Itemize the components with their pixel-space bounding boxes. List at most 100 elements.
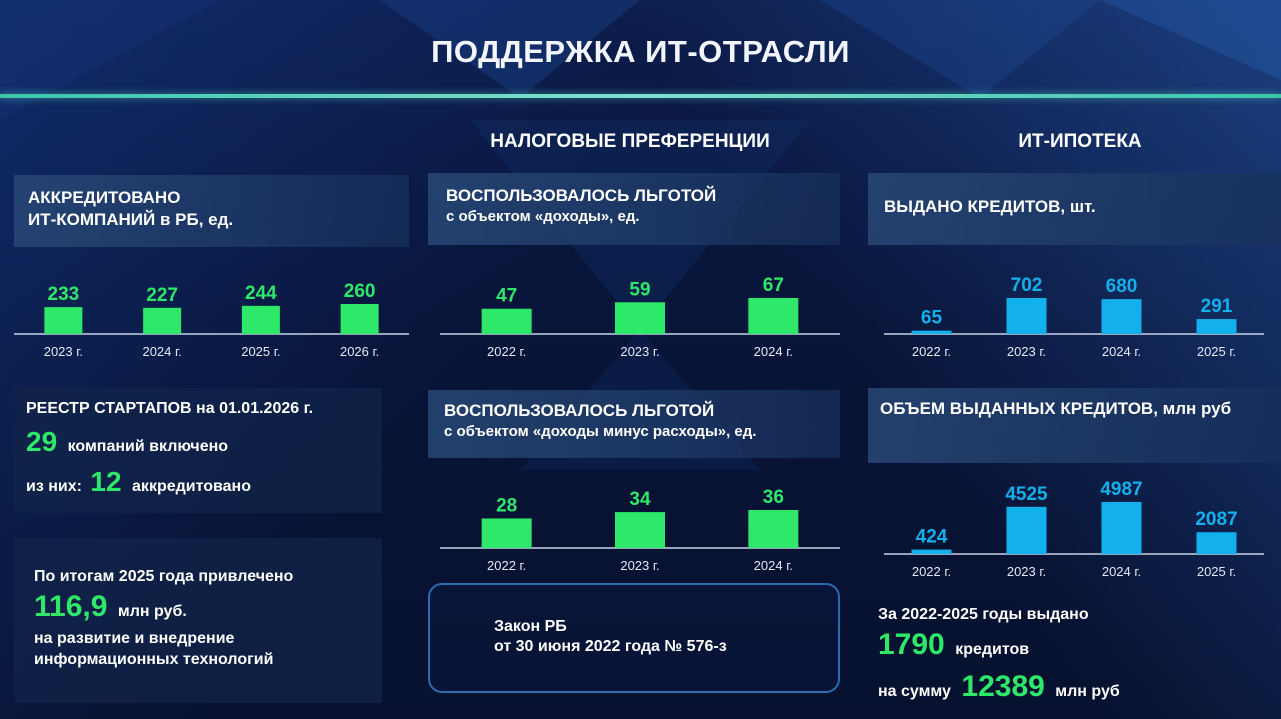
investment-line1: По итогам 2025 года привлечено	[34, 568, 294, 585]
chart-data-label: 244	[245, 283, 277, 304]
mortgage-total-count: 1790	[878, 628, 945, 661]
chart-bar	[615, 512, 665, 548]
investment-amount: 116,9	[34, 590, 108, 623]
mortgage-total-sum-prefix: на сумму	[878, 683, 951, 700]
accredited-header-line1: АККРЕДИТОВАНО	[28, 188, 181, 207]
chart-bar	[748, 298, 799, 334]
registry-card: РЕЕСТР СТАРТАПОВ на 01.01.2026 г. 29 ком…	[14, 388, 382, 513]
income-chart: 47 2022 г. 59 2023 г. 67 2024 г.	[440, 256, 840, 361]
chart-data-label: 260	[344, 281, 376, 302]
chart-tick-label: 2022 г.	[487, 344, 526, 359]
mortgage-total-count-row: 1790 кредитов	[878, 628, 1029, 662]
investment-unit: млн руб.	[117, 603, 187, 620]
income-minus-header-line1: ВОСПОЛЬЗОВАЛОСЬ ЛЬГОТОЙ	[444, 401, 715, 420]
income-header-line1: ВОСПОЛЬЗОВАЛОСЬ ЛЬГОТОЙ	[446, 186, 717, 205]
chart-tick-label: 2022 г.	[912, 344, 951, 359]
chart-data-label: 4525	[1005, 484, 1048, 505]
chart-data-label: 2087	[1195, 509, 1237, 530]
law-line2: от 30 июня 2022 года № 576-з	[494, 638, 727, 655]
mortgage-total-sum-row: на сумму 12389 млн руб	[878, 670, 1120, 704]
chart-data-label: 4987	[1100, 479, 1142, 500]
chart-bar	[241, 305, 280, 334]
income-chart-svg: 47 2022 г. 59 2023 г. 67 2024 г.	[440, 275, 840, 359]
accredited-chart: 233 2023 г. 227 2024 г. 244 2025 г. 260 2026 г.	[14, 262, 409, 362]
income-minus-chart: 28 2022 г. 34 2023 г. 36 2024 г.	[440, 468, 840, 576]
chart-data-label: 67	[763, 275, 784, 296]
chart-data-label: 424	[916, 527, 948, 548]
investment-card: По итогам 2025 года привлечено 116,9 млн…	[14, 538, 382, 703]
chart-bar	[1196, 532, 1237, 554]
accredited-header: АККРЕДИТОВАНО ИТ-КОМПАНИЙ в РБ, ед.	[14, 175, 409, 247]
accredited-header-line2: ИТ-КОМПАНИЙ в РБ, ед.	[28, 210, 234, 229]
chart-bar	[615, 302, 665, 334]
loans-volume-chart-svg: 424 2022 г. 4525 2023 г. 4987 2024 г. 2087 2025…	[884, 479, 1264, 579]
registry-sub-text: аккредитовано	[132, 478, 251, 495]
loans-count-header: ВЫДАНО КРЕДИТОВ, шт.	[868, 173, 1281, 245]
investment-line3: на развитие и внедрение	[34, 630, 235, 647]
chart-tick-label: 2023 г.	[1007, 344, 1046, 359]
chart-data-label: 291	[1201, 296, 1233, 317]
investment-amount-row: 116,9 млн руб.	[34, 590, 187, 624]
registry-count-text: компаний включено	[67, 438, 229, 455]
chart-bar	[1101, 299, 1142, 334]
law-line1: Закон РБ	[494, 618, 567, 635]
chart-tick-label: 2025 г.	[241, 344, 280, 359]
chart-tick-label: 2022 г.	[912, 564, 951, 579]
chart-bar	[1006, 506, 1047, 554]
chart-bar	[911, 330, 952, 334]
registry-title: РЕЕСТР СТАРТАПОВ на 01.01.2026 г.	[26, 400, 314, 417]
registry-sub-count: 12	[90, 466, 122, 497]
loans-count-chart: 65 2022 г. 702 2023 г. 680 2024 г. 291 2025 г.	[884, 262, 1264, 362]
chart-bar	[44, 307, 83, 334]
chart-data-label: 28	[496, 495, 517, 516]
chart-bar	[481, 308, 532, 334]
chart-tick-label: 2026 г.	[340, 344, 379, 359]
chart-bar	[481, 518, 532, 548]
chart-tick-label: 2024 г.	[1102, 564, 1141, 579]
registry-accredited-row: из них: 12 аккредитовано	[26, 466, 251, 498]
chart-data-label: 34	[629, 489, 651, 510]
law-card: Закон РБ от 30 июня 2022 года № 576-з	[428, 583, 840, 693]
accredited-chart-svg: 233 2023 г. 227 2024 г. 244 2025 г. 260 2026 г.	[14, 281, 409, 359]
chart-tick-label: 2024 г.	[142, 344, 181, 359]
chart-tick-label: 2023 г.	[620, 344, 659, 359]
chart-tick-label: 2024 г.	[754, 558, 793, 573]
chart-data-label: 702	[1011, 275, 1043, 296]
chart-tick-label: 2024 г.	[754, 344, 793, 359]
loans-volume-header-line1: ОБЪЕМ ВЫДАННЫХ КРЕДИТОВ, млн руб	[880, 399, 1232, 418]
registry-sub-prefix: из них:	[26, 478, 82, 495]
chart-bar	[143, 307, 182, 334]
chart-data-label: 233	[48, 284, 80, 305]
chart-bar	[1196, 319, 1237, 334]
chart-bar	[340, 304, 379, 334]
chart-data-label: 65	[921, 308, 943, 329]
chart-tick-label: 2023 г.	[1007, 564, 1046, 579]
loans-count-header-line1: ВЫДАНО КРЕДИТОВ, шт.	[884, 197, 1096, 216]
section-mortgage-heading: ИТ-ИПОТЕКА	[1018, 131, 1142, 152]
income-minus-chart-svg: 28 2022 г. 34 2023 г. 36 2024 г.	[440, 487, 840, 573]
mortgage-total-count-text: кредитов	[955, 641, 1030, 658]
chart-tick-label: 2025 г.	[1197, 344, 1236, 359]
chart-bar	[748, 510, 799, 548]
chart-data-label: 47	[496, 286, 517, 307]
chart-tick-label: 2022 г.	[487, 558, 526, 573]
title-divider	[0, 94, 1281, 98]
mortgage-total-line1: За 2022-2025 годы выдано	[878, 606, 1089, 623]
mortgage-total-sum-unit: млн руб	[1055, 683, 1120, 700]
chart-data-label: 59	[629, 279, 650, 300]
income-minus-header: ВОСПОЛЬЗОВАЛОСЬ ЛЬГОТОЙ с объектом «дохо…	[428, 390, 840, 458]
chart-data-label: 680	[1106, 276, 1138, 297]
page-title: ПОДДЕРЖКА ИТ-ОТРАСЛИ	[431, 34, 850, 69]
chart-tick-label: 2023 г.	[620, 558, 659, 573]
section-tax-heading: НАЛОГОВЫЕ ПРЕФЕРЕНЦИИ	[490, 131, 770, 152]
loans-volume-chart: 424 2022 г. 4525 2023 г. 4987 2024 г. 2087 2025…	[884, 474, 1264, 582]
loans-count-chart-svg: 65 2022 г. 702 2023 г. 680 2024 г. 291 2025 г.	[884, 275, 1264, 359]
income-header: ВОСПОЛЬЗОВАЛОСЬ ЛЬГОТОЙ с объектом «дохо…	[428, 173, 840, 245]
mortgage-total-sum: 12389	[961, 670, 1045, 703]
chart-tick-label: 2025 г.	[1197, 564, 1236, 579]
registry-count: 29	[26, 426, 58, 457]
chart-tick-label: 2024 г.	[1102, 344, 1141, 359]
income-minus-header-line2: с объектом «доходы минус расходы», ед.	[444, 423, 757, 440]
chart-bar	[911, 549, 952, 554]
